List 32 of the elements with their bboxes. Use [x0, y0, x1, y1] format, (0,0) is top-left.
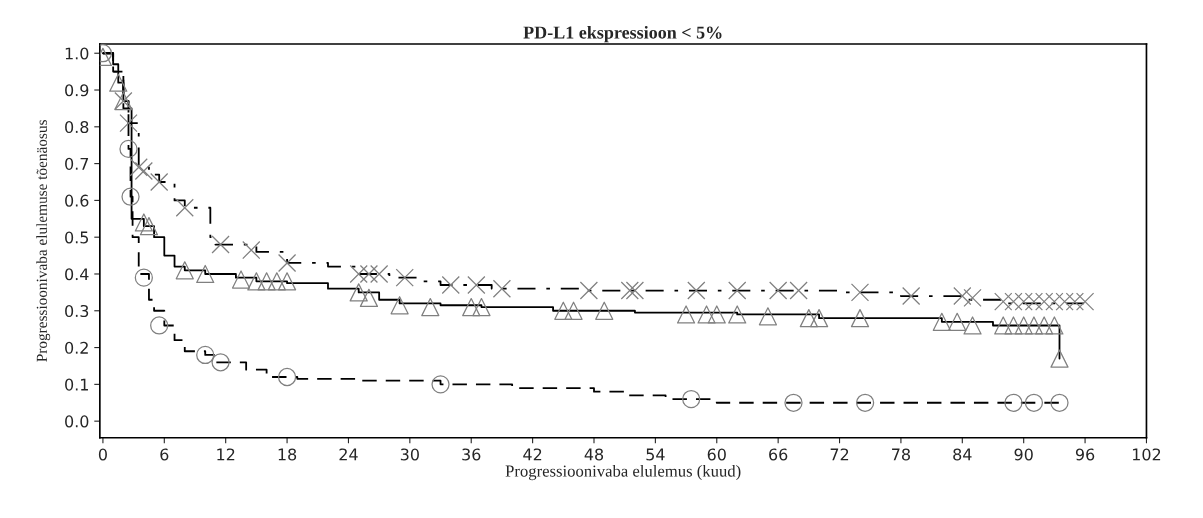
y-tick-label: 1.0: [65, 47, 89, 60]
x-tick-label: 66: [769, 448, 788, 461]
x-tick-label: 84: [953, 448, 972, 461]
y-tick-label: 0.3: [65, 304, 89, 318]
x-tick-label: 36: [462, 448, 481, 461]
x-tick-label: 24: [339, 448, 358, 461]
x-tick-label: 60: [707, 448, 726, 461]
x-tick-label: 18: [278, 448, 297, 461]
y-tick-label: 0.0: [65, 415, 89, 428]
y-tick-label: 0.5: [65, 231, 89, 244]
x-tick-label: 78: [892, 448, 910, 461]
x-tick-label: 90: [1014, 448, 1033, 461]
y-tick-label: 0.1: [65, 378, 88, 391]
x-tick-label: 72: [830, 448, 849, 461]
chart-title: PD-L1 ekspressioon < 5%: [523, 25, 722, 43]
x-tick-label: 30: [400, 448, 419, 461]
x-tick-label: 54: [646, 448, 665, 461]
y-tick-label: 0.9: [65, 84, 89, 97]
x-tick-label: 102: [1132, 448, 1161, 461]
x-tick-label: 48: [584, 448, 604, 461]
x-tick-label: 0: [98, 448, 107, 461]
y-tick-label: 0.2: [65, 341, 88, 354]
y-tick-label: 0.7: [65, 157, 89, 170]
y-tick-label: 0.8: [65, 121, 89, 134]
x-axis-title: Progressioonivaba elulemus (kuud): [505, 464, 741, 481]
y-axis-title: Progressioonivaba elulemuse tõenäosus: [36, 120, 51, 362]
x-tick-label: 96: [1075, 448, 1095, 461]
y-tick-label: 0.6: [65, 194, 89, 207]
x-tick-label: 12: [217, 448, 235, 461]
y-tick-label: 0.4: [65, 268, 89, 281]
x-tick-label: 42: [523, 448, 542, 461]
x-tick-label: 6: [160, 448, 169, 461]
